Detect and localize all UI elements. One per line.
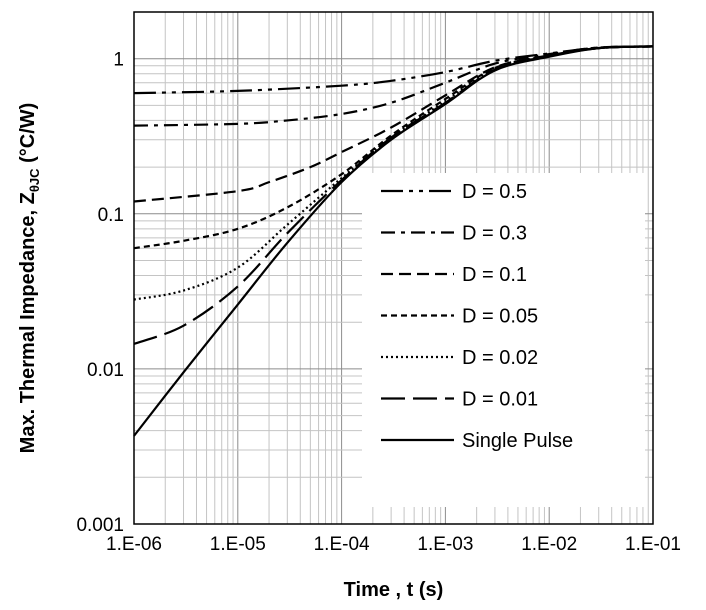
legend-label: D = 0.02 [462, 347, 538, 369]
legend: D = 0.5 D = 0.3 D = 0.1 D = 0.05 D = 0.02 D =… [381, 181, 573, 452]
legend-background [362, 173, 645, 507]
x-tick-label: 1.E-03 [417, 534, 473, 555]
x-tick-label: 1.E-04 [314, 534, 370, 555]
series-layer [133, 45, 654, 437]
y-tick-label: 0.01 [87, 360, 124, 381]
legend-label: Single Pulse [462, 430, 573, 452]
y-tick-label: 0.1 [98, 205, 124, 226]
x-axis-title: Time , t (s) [344, 579, 444, 601]
y-axis-title-unit: (°C/W) [17, 103, 39, 169]
y-axis-title: Max. Thermal Impedance, ZθJC (°C/W) [17, 103, 42, 454]
legend-label: D = 0.3 [462, 223, 527, 245]
plot-frame [133, 11, 654, 525]
legend-label: D = 0.05 [462, 306, 538, 328]
legend-label: D = 0.1 [462, 264, 527, 286]
x-tick-label: 1.E-02 [521, 534, 577, 555]
y-axis-title-subscript: θJC [27, 168, 42, 192]
series-line [133, 45, 654, 127]
x-tick-label: 1.E-06 [106, 534, 162, 555]
x-tick-label: 1.E-05 [210, 534, 266, 555]
y-axis-title-main: Max. Thermal Impedance, Z [17, 192, 39, 453]
series-line [133, 45, 654, 437]
x-tick-label: 1.E-01 [625, 534, 681, 555]
legend-label: D = 0.01 [462, 389, 538, 411]
tick-label-layer: 1.E-06 1.E-05 1.E-04 1.E-03 1.E-02 1.E-01 0.00… [76, 50, 681, 555]
y-tick-label: 1 [113, 50, 124, 71]
y-tick-label: 0.001 [76, 515, 124, 536]
legend-label: D = 0.5 [462, 181, 527, 203]
series-line [133, 45, 654, 250]
